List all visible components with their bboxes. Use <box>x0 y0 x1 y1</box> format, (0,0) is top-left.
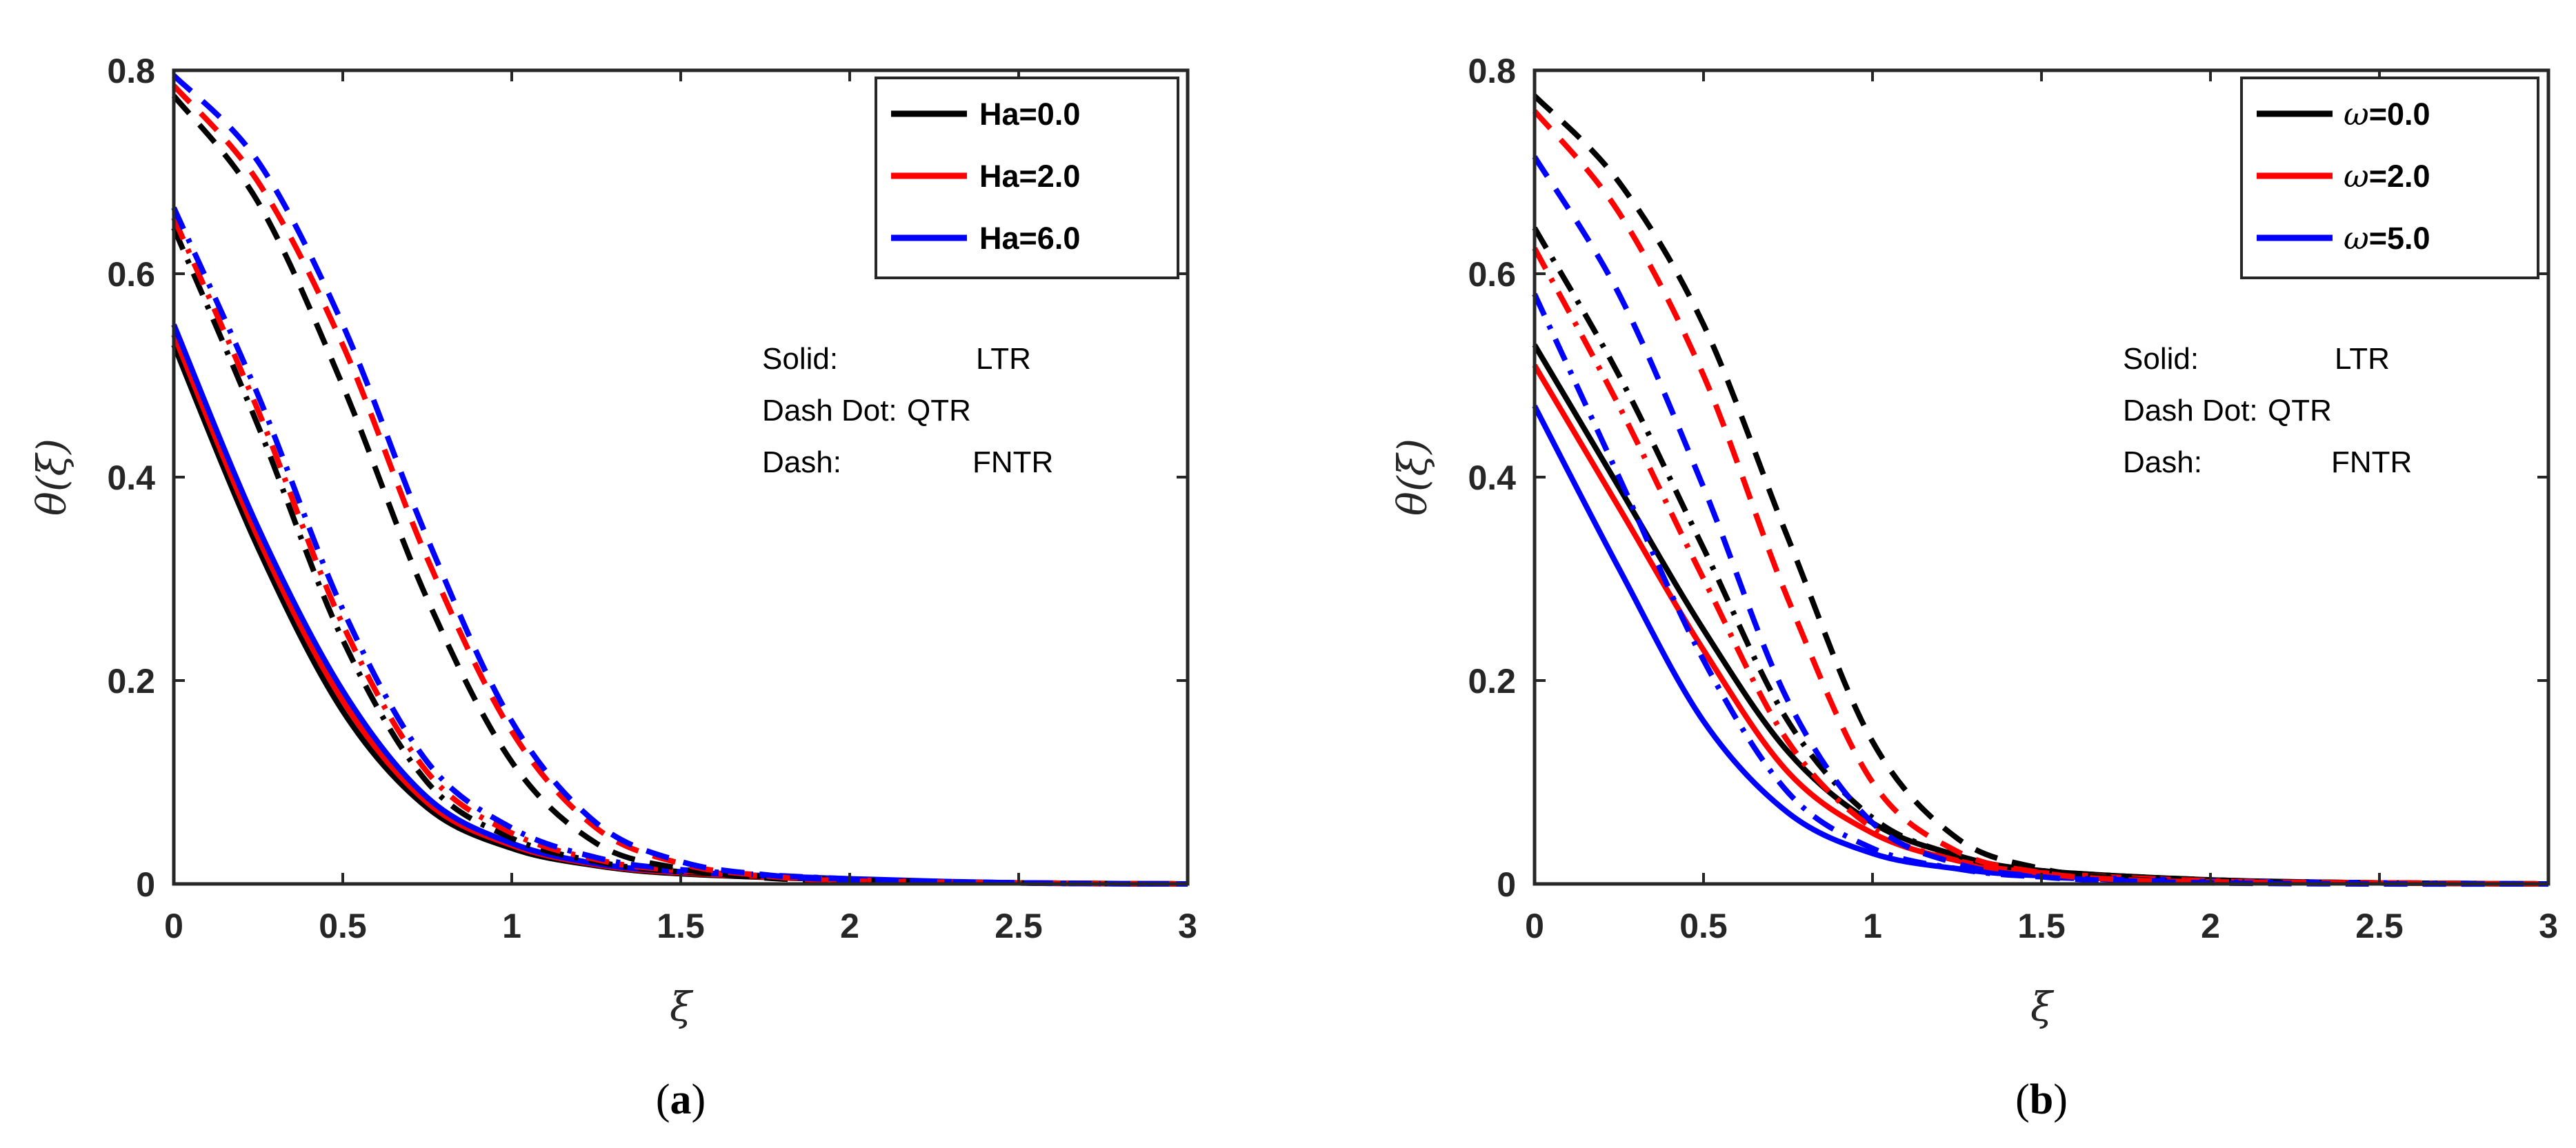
series-line <box>1532 343 2549 887</box>
legend-value: =2.0 <box>2369 159 2430 194</box>
x-tick-label: 2.5 <box>2355 907 2404 945</box>
series-line <box>171 227 1188 887</box>
series-line <box>1532 94 2549 887</box>
x-tick-label: 1 <box>1863 907 1882 945</box>
note-value: FNTR <box>972 445 1053 479</box>
y-tick-label: 0.2 <box>1468 662 1516 701</box>
x-tick-label: 2 <box>840 907 859 945</box>
y-tick-label: 0 <box>136 865 155 904</box>
note-key: Dash Dot: <box>2123 394 2258 427</box>
series-line <box>1532 226 2549 887</box>
x-tick-label: 1 <box>502 907 521 945</box>
panel-letter: b <box>2030 1076 2053 1123</box>
panel-a: 0 0.5 1 1.5 2 2.5 3 0 0.2 0.4 0.6 0.8 ξ … <box>28 52 1197 1123</box>
note-value: QTR <box>2268 394 2332 427</box>
note-value: LTR <box>976 342 1031 376</box>
note-key: Dash: <box>2123 445 2202 479</box>
line-style-notes-a: Solid: LTR Dash Dot: QTR Dash: FNTR <box>762 342 1053 479</box>
legend-a: Ha=0.0 Ha=2.0 Ha=6.0 <box>875 77 1179 279</box>
x-tick-label: 0.5 <box>319 907 367 945</box>
x-tick-label: 1.5 <box>657 907 705 945</box>
y-tick-label: 0.8 <box>107 52 155 90</box>
series-line <box>171 83 1188 887</box>
legend-label: Ha=0.0 <box>979 97 1080 132</box>
y-tick-label: 0.6 <box>107 255 155 294</box>
y-axis-label: θ(ξ) <box>28 439 75 516</box>
ticks-a <box>172 69 1189 885</box>
legend-value: =5.0 <box>2369 221 2430 256</box>
x-tick-label: 0 <box>1525 907 1544 945</box>
note-value: LTR <box>2335 342 2390 376</box>
y-tick-label: 0.2 <box>107 662 155 701</box>
series-line <box>1532 292 2549 887</box>
x-axis-label: ξ <box>2030 983 2055 1030</box>
note-value: QTR <box>907 394 971 427</box>
panel-letter: a <box>670 1076 692 1123</box>
y-tick-label: 0.8 <box>1468 52 1516 90</box>
series-line <box>171 94 1188 887</box>
legend-label: Ha=2.0 <box>979 159 1080 194</box>
x-tick-label: 3 <box>2539 907 2558 945</box>
x-tick-label: 0 <box>164 907 183 945</box>
y-tick-label: 0.4 <box>107 459 155 497</box>
legend-label: Ha=6.0 <box>979 221 1080 256</box>
panel-b: 0 0.5 1 1.5 2 2.5 3 0 0.2 0.4 0.6 0.8 ξ … <box>1389 52 2558 1123</box>
series-line <box>172 73 1188 887</box>
series-line <box>171 333 1188 887</box>
x-tick-label: 2.5 <box>995 907 1043 945</box>
series-line <box>1532 109 2549 887</box>
y-tick-label: 0.4 <box>1468 459 1516 497</box>
note-key: Solid: <box>762 342 838 376</box>
x-tick-label: 1.5 <box>2017 907 2066 945</box>
x-tick-label: 0.5 <box>1679 907 1728 945</box>
y-axis-label: θ(ξ) <box>1389 439 1436 516</box>
legend-symbol: ω <box>2344 158 2369 194</box>
legend-symbol: ω <box>2344 220 2369 256</box>
legend-label: ω=2.0 <box>2344 158 2430 194</box>
y-tick-label: 0.6 <box>1468 255 1516 294</box>
series-line <box>171 206 1188 887</box>
x-tick-label: 2 <box>2201 907 2220 945</box>
x-axis-label: ξ <box>670 983 694 1030</box>
legend-value: =0.0 <box>2369 97 2430 132</box>
legend-label: ω=5.0 <box>2344 220 2430 256</box>
panel-label-b: (b) <box>2015 1076 2068 1123</box>
note-key: Dash Dot: <box>762 394 897 427</box>
note-key: Dash: <box>762 445 841 479</box>
note-key: Solid: <box>2123 342 2199 376</box>
legend-b: ω=0.0 ω=2.0 ω=5.0 <box>2240 77 2539 279</box>
series-layer-a <box>171 73 1188 887</box>
ticks-b <box>1533 69 2550 885</box>
legend-symbol: ω <box>2344 96 2369 132</box>
note-value: FNTR <box>2331 445 2412 479</box>
x-tick-label: 3 <box>1178 907 1197 945</box>
y-tick-label: 0 <box>1497 865 1516 904</box>
legend-label: ω=0.0 <box>2344 96 2430 132</box>
series-line <box>171 343 1188 887</box>
line-style-notes-b: Solid: LTR Dash Dot: QTR Dash: FNTR <box>2123 342 2412 479</box>
panel-label-a: (a) <box>656 1076 706 1123</box>
series-line <box>171 216 1188 887</box>
